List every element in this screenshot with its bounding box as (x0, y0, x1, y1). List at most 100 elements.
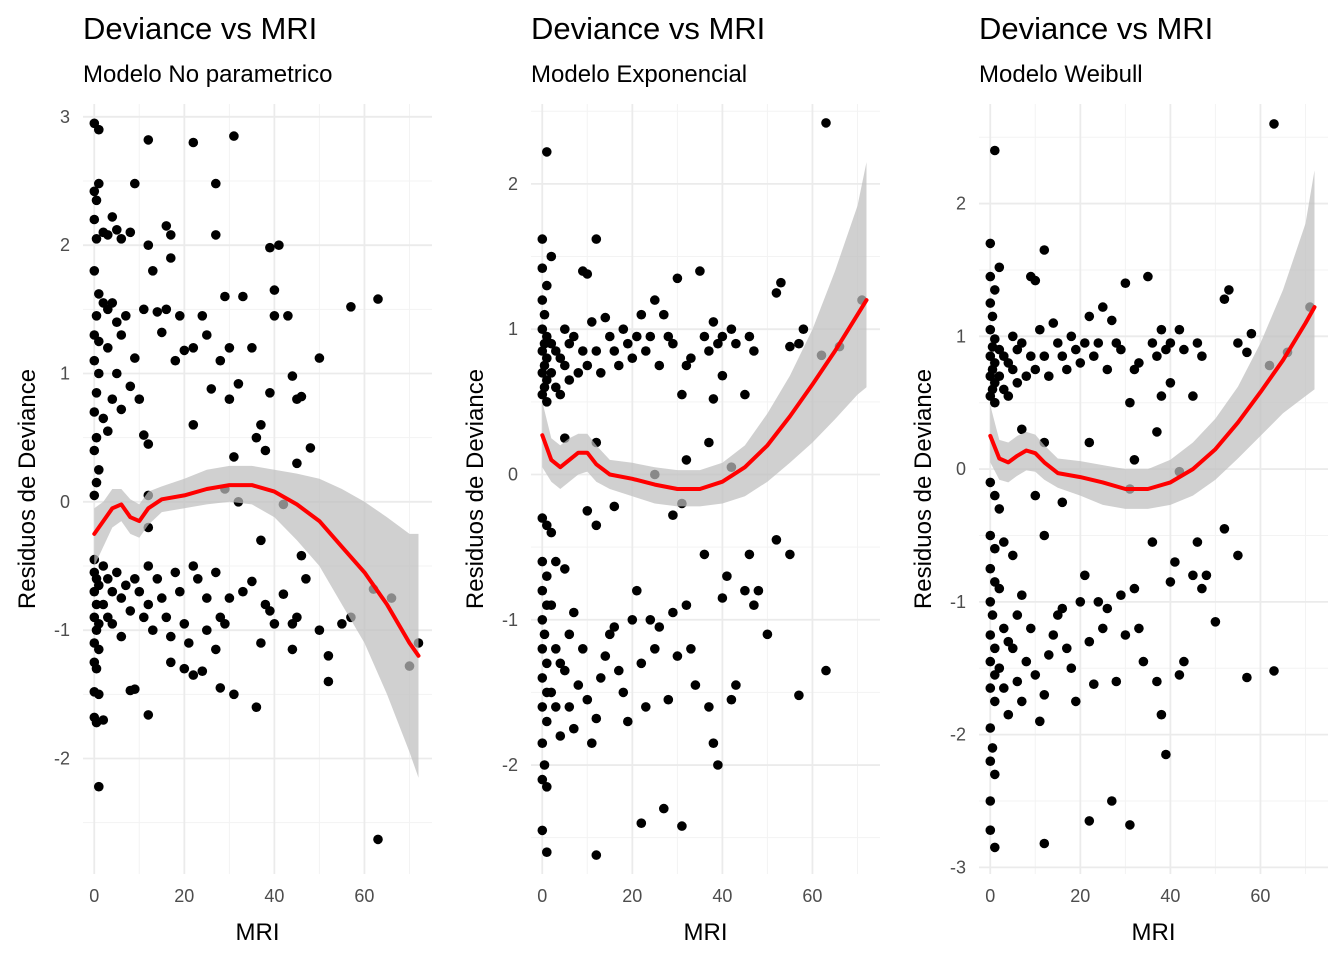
data-point (143, 135, 154, 145)
data-point (91, 388, 102, 398)
data-point (1129, 583, 1140, 594)
data-point (821, 665, 831, 676)
data-point (1165, 577, 1176, 587)
data-point (125, 227, 136, 238)
data-point (600, 651, 611, 661)
data-point (681, 360, 692, 371)
data-point (600, 312, 611, 323)
data-point (283, 311, 293, 321)
x-tick-label: 60 (802, 886, 822, 906)
data-point (1080, 338, 1090, 348)
data-point (256, 535, 266, 546)
data-point (1125, 820, 1135, 830)
data-point (287, 371, 298, 381)
chart-panel-3: 0 20 40 60 -3 -2 -1 0 1 2 Deviance vs MRI Modelo We… (910, 11, 1328, 946)
data-point (1039, 530, 1050, 541)
data-point (990, 285, 1000, 295)
data-point (238, 586, 248, 597)
data-point (157, 593, 167, 603)
data-point (1012, 676, 1023, 687)
data-point (582, 269, 593, 279)
data-point (771, 288, 782, 298)
data-point (1039, 245, 1050, 255)
data-point (247, 343, 257, 353)
data-point (314, 625, 325, 635)
data-point (89, 186, 100, 197)
data-point (722, 571, 732, 581)
data-point (1246, 328, 1257, 339)
data-point (551, 346, 561, 356)
data-point (636, 658, 647, 669)
data-point (999, 623, 1009, 634)
data-point (116, 234, 127, 244)
data-point (202, 625, 212, 635)
data-point (256, 638, 266, 648)
smooth-line (540, 298, 869, 491)
data-point (555, 389, 566, 400)
y-tick-label: 1 (60, 364, 70, 384)
data-point (98, 599, 109, 610)
data-point (987, 311, 998, 322)
x-tick-label: 0 (89, 886, 99, 906)
data-point (1057, 603, 1068, 614)
data-point (1084, 816, 1095, 826)
data-point (591, 346, 602, 356)
data-point (985, 238, 996, 249)
data-point (985, 825, 996, 835)
data-point (794, 338, 804, 349)
x-tick-label: 60 (354, 886, 374, 906)
data-point (1089, 679, 1099, 689)
data-point (251, 702, 262, 712)
data-point (296, 550, 307, 561)
data-point (1210, 617, 1221, 627)
data-point (1017, 424, 1027, 435)
data-point (1084, 311, 1095, 322)
data-point (542, 331, 552, 342)
data-point (985, 563, 996, 574)
data-point (1152, 676, 1162, 687)
data-point (197, 666, 208, 676)
data-point (175, 586, 185, 597)
data-point (582, 506, 593, 516)
data-point (91, 311, 102, 321)
data-point (98, 561, 109, 571)
data-point (650, 295, 660, 305)
data-point (821, 118, 831, 128)
data-point (537, 324, 548, 335)
data-point (776, 277, 786, 288)
x-tick-label: 20 (1070, 886, 1090, 906)
data-point (542, 520, 552, 531)
data-point (265, 388, 275, 398)
data-point (91, 195, 102, 206)
data-point (990, 543, 1000, 554)
data-point (251, 432, 262, 443)
data-point (301, 574, 311, 584)
data-point (1012, 378, 1023, 388)
data-point (296, 391, 307, 402)
data-point (990, 334, 1000, 344)
data-point (632, 585, 642, 596)
data-point (539, 309, 550, 320)
data-point (233, 379, 244, 389)
data-point (265, 242, 275, 253)
data-point (94, 781, 104, 792)
data-point (555, 353, 566, 364)
y-tick-label: 0 (956, 459, 966, 479)
data-point (990, 397, 1000, 408)
data-point (346, 302, 356, 312)
data-point (659, 803, 669, 814)
data-point (994, 262, 1005, 273)
data-point (202, 593, 212, 603)
data-point (215, 355, 226, 366)
data-point (990, 643, 1000, 654)
data-point (1107, 315, 1117, 326)
data-point (985, 756, 996, 766)
data-point (269, 311, 280, 321)
data-point (1030, 490, 1041, 501)
data-point (551, 382, 561, 393)
x-tick-label: 0 (537, 886, 547, 906)
data-point (1197, 351, 1207, 362)
data-point (537, 389, 548, 400)
